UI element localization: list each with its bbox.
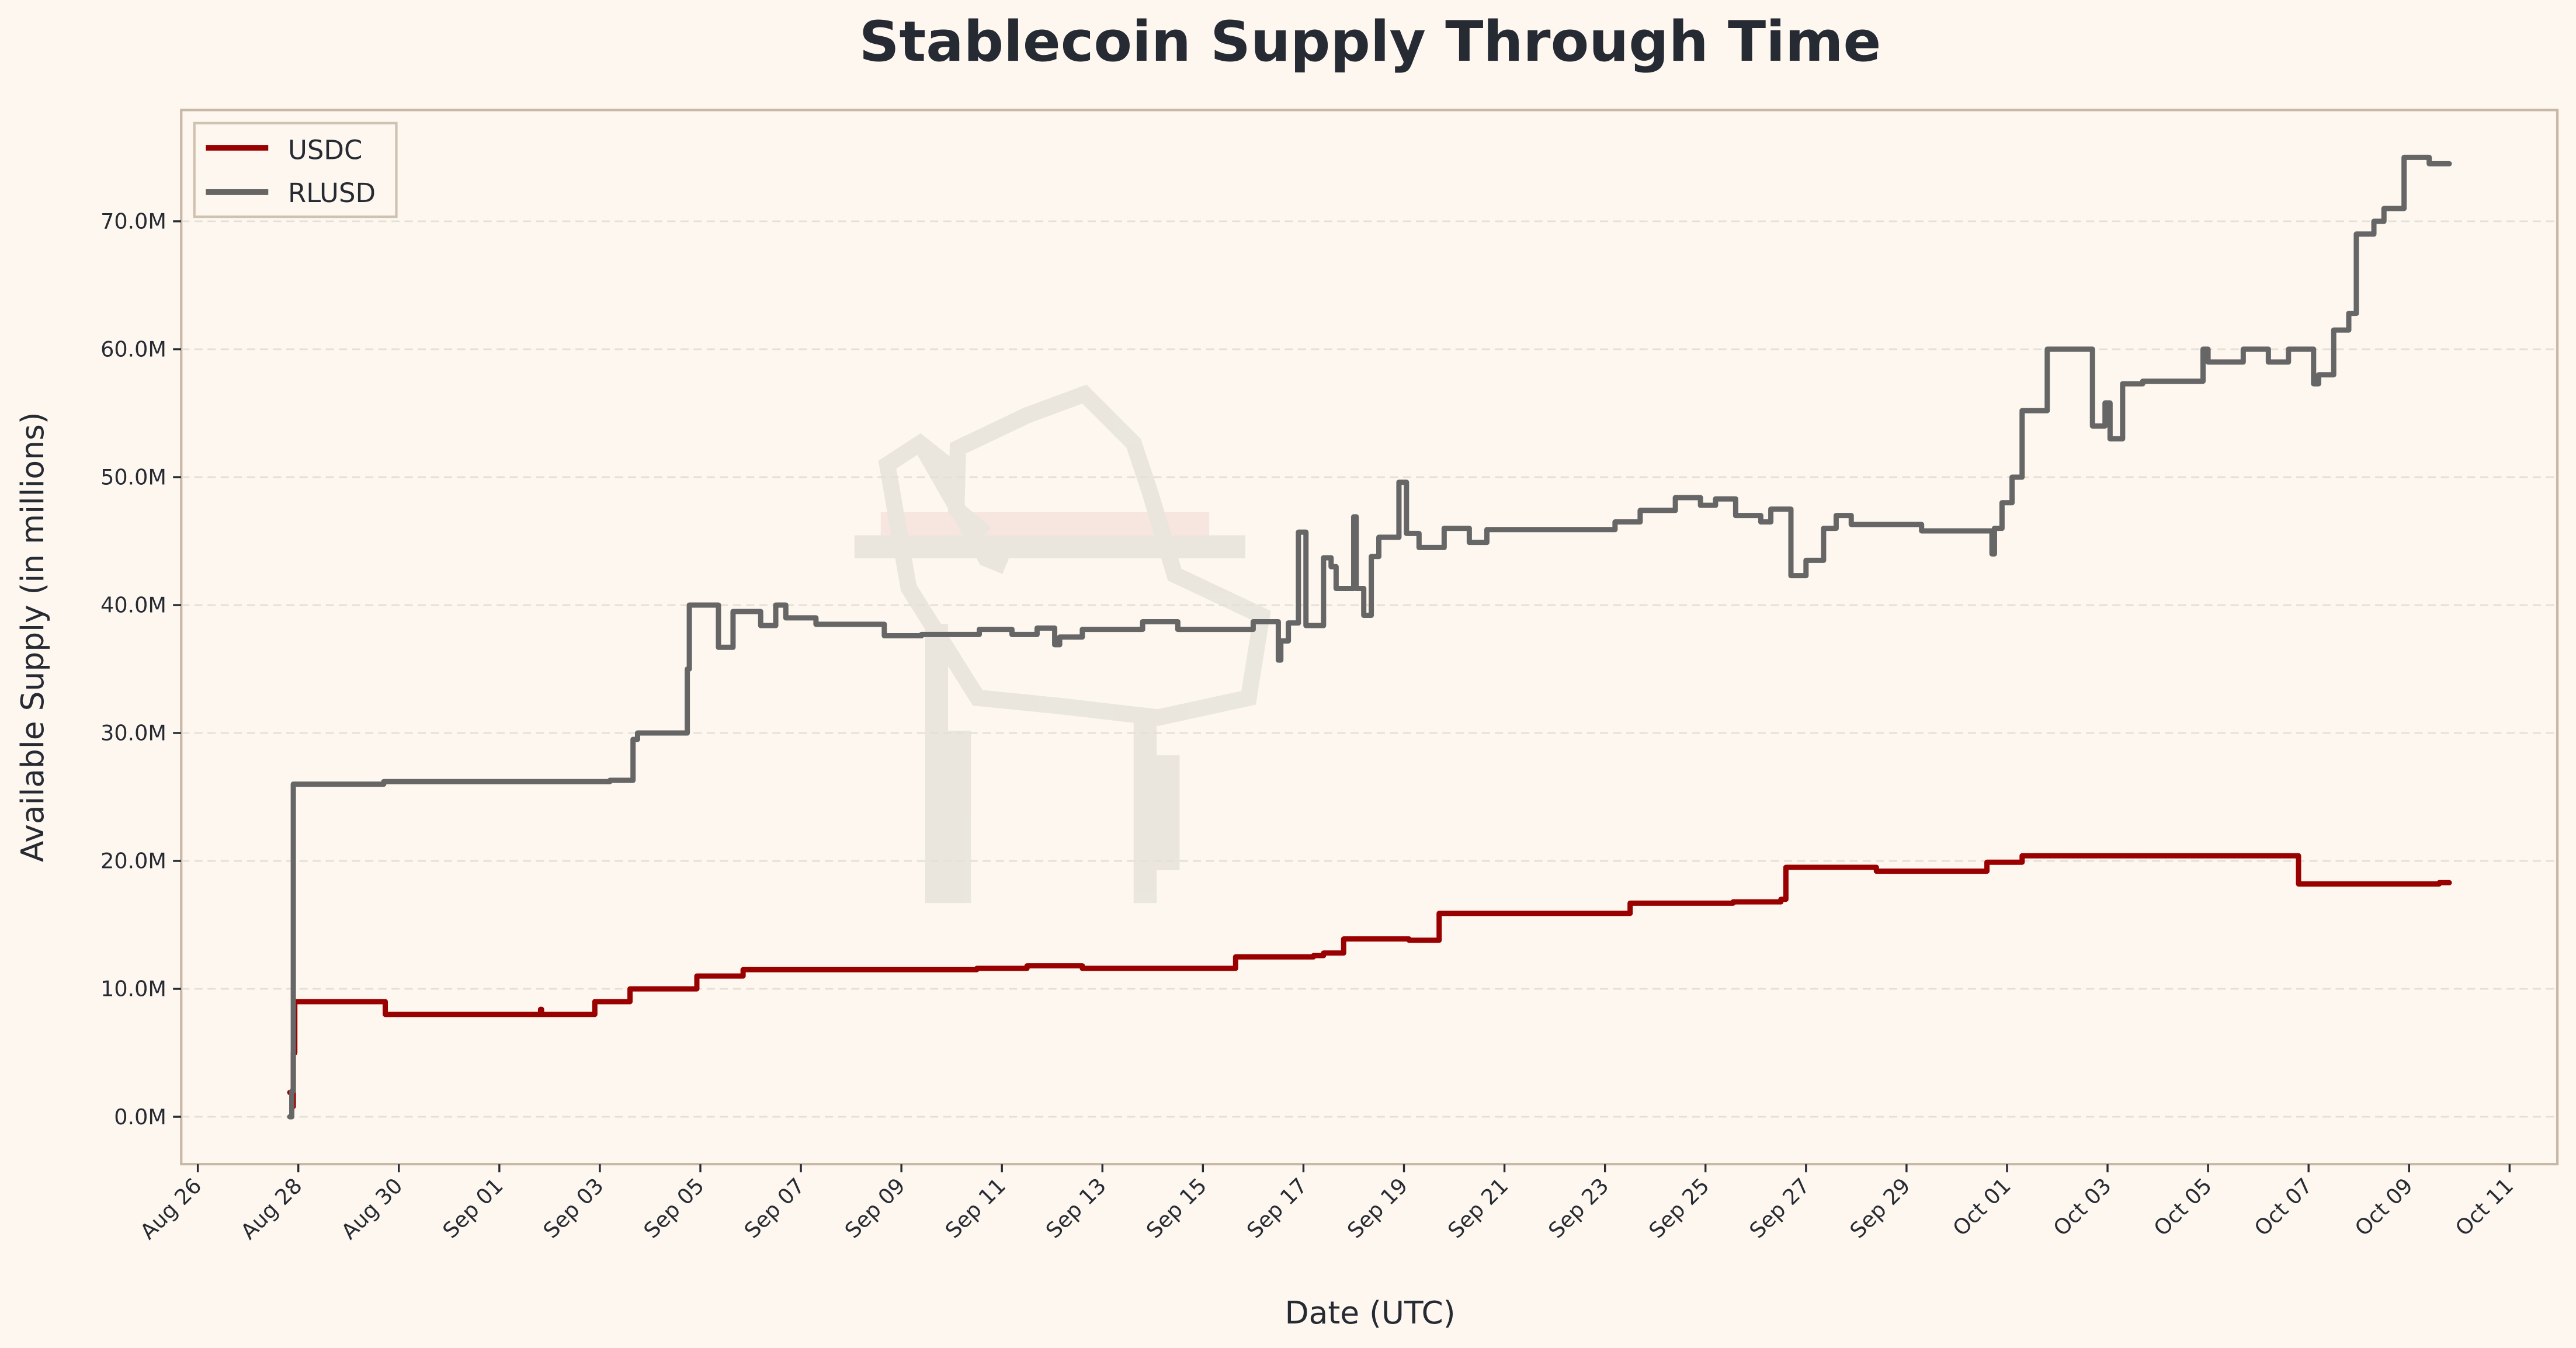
- y-axis-label: Available Supply (in millions): [14, 412, 51, 862]
- legend-label-usdc: USDC: [288, 135, 363, 166]
- legend: USDC RLUSD: [193, 121, 398, 218]
- y-tick-label: 0.0M: [114, 1104, 166, 1130]
- y-tick-label: 50.0M: [100, 465, 166, 490]
- y-tick-label: 70.0M: [100, 209, 166, 234]
- watermark-icon: [854, 384, 1271, 904]
- y-axis: 0.0M 10.0M 20.0M 30.0M 40.0M 50.0M 60.0M 70.0M: [100, 209, 182, 1130]
- x-axis-label: Date (UTC): [1284, 1294, 1455, 1331]
- y-tick-label: 10.0M: [100, 977, 166, 1002]
- y-tick-label: 30.0M: [100, 721, 166, 746]
- series-lines: [287, 154, 2452, 1120]
- legend-label-rlusd: RLUSD: [288, 178, 376, 209]
- y-tick-label: 60.0M: [100, 337, 166, 362]
- y-tick-label: 20.0M: [100, 849, 166, 874]
- plot-area: [180, 109, 2559, 1166]
- series-line-rlusd: [287, 154, 2452, 1120]
- series-line-usdc: [287, 853, 2452, 1110]
- legend-box: [193, 121, 398, 218]
- y-tick-label: 40.0M: [100, 593, 166, 618]
- chart-title: Stablecoin Supply Through Time: [859, 9, 1881, 74]
